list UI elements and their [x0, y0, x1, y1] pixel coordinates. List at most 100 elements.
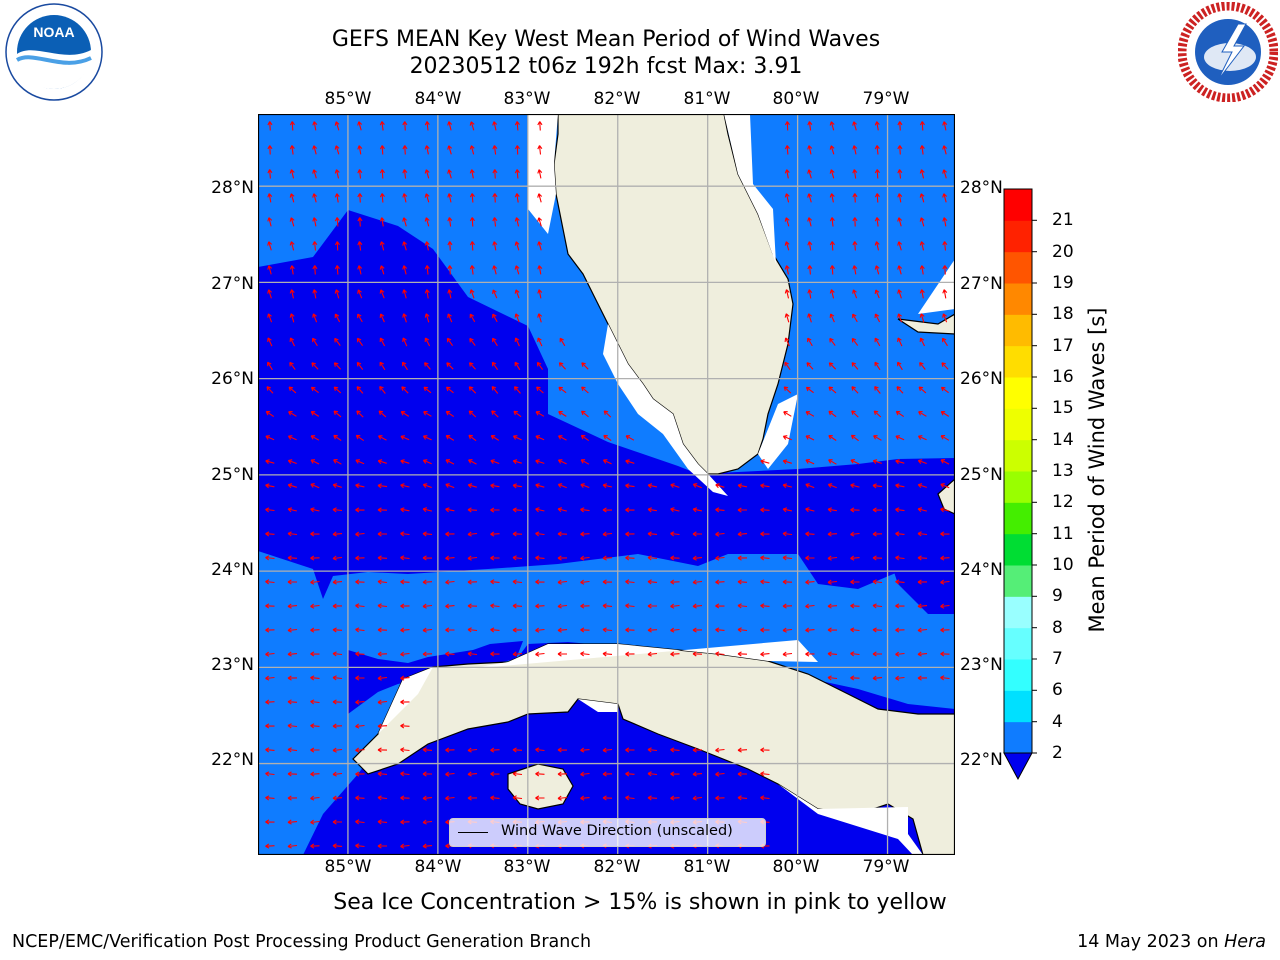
wind-wave-arrow — [334, 145, 340, 155]
wind-wave-arrow — [760, 651, 770, 657]
wind-wave-arrow — [265, 699, 275, 705]
wind-wave-arrow — [897, 217, 903, 227]
wind-wave-arrow — [355, 434, 365, 442]
wind-wave-arrow — [377, 603, 388, 609]
wind-wave-arrow — [355, 627, 365, 633]
colorbar-segment — [1004, 377, 1032, 409]
wind-wave-arrow — [760, 483, 770, 489]
wind-wave-arrow — [535, 411, 545, 417]
wind-wave-arrow — [807, 145, 813, 155]
land-masses — [352, 114, 955, 855]
wind-wave-arrow — [805, 627, 815, 633]
wind-wave-arrow — [535, 627, 545, 633]
wind-wave-arrow — [334, 265, 340, 275]
wind-wave-arrow — [537, 169, 543, 179]
wind-wave-arrow — [942, 241, 948, 251]
wind-wave-arrow — [491, 361, 499, 371]
isla-de-juventud-land — [507, 763, 574, 810]
wind-wave-arrow — [942, 193, 948, 203]
wind-wave-arrow — [872, 651, 882, 657]
wind-wave-arrow — [312, 241, 318, 251]
wind-wave-arrow — [332, 507, 343, 513]
wind-wave-arrow — [940, 627, 950, 633]
wind-wave-arrow — [580, 555, 590, 561]
wind-wave-arrow — [919, 313, 925, 323]
wind-wave-arrow — [807, 313, 812, 323]
wind-wave-arrow — [267, 121, 273, 131]
wind-wave-arrow — [310, 651, 320, 657]
footer-host: Hera — [1224, 932, 1266, 952]
wind-wave-arrow — [492, 337, 498, 347]
wind-wave-arrow — [581, 386, 589, 394]
wind-wave-arrow — [737, 507, 747, 513]
legend-line-sample — [458, 832, 488, 833]
wind-wave-arrow — [874, 385, 881, 394]
colorbar-tick-label: 12 — [1052, 492, 1074, 513]
wind-wave-arrow — [760, 795, 770, 801]
wind-wave-arrow — [897, 313, 903, 323]
right-latitude-axis: 28°N 27°N 26°N 25°N 24°N 23°N 22°N — [960, 0, 1020, 960]
colorbar-ticks: 2 4 6 7 8 9 10 11 12 13 14 15 16 17 18 19 20 21 — [1052, 0, 1092, 960]
wind-wave-arrow — [580, 434, 590, 442]
wind-wave-arrow — [400, 627, 410, 633]
colorbar-tick-label: 17 — [1052, 335, 1074, 356]
wind-wave-arrow — [332, 555, 343, 561]
map-subtitle: 20230512 t06z 192h fcst Max: 3.91 — [409, 54, 803, 79]
lon-tick-bottom-82: 82°W — [593, 857, 641, 877]
wind-wave-arrow — [917, 435, 927, 441]
wind-wave-arrow — [287, 819, 298, 825]
wind-wave-arrow — [919, 265, 925, 275]
map-border — [258, 114, 955, 855]
wind-wave-arrow — [357, 241, 363, 251]
wind-wave-arrow — [514, 121, 520, 131]
wind-wave-arrow — [805, 531, 815, 537]
lat-tick-left-28: 28°N — [211, 178, 254, 198]
wind-wave-arrow — [805, 579, 815, 585]
wind-wave-arrow — [355, 795, 365, 801]
wind-wave-arrow — [782, 603, 793, 609]
wind-wave-arrow — [469, 121, 475, 131]
wind-wave-arrow — [917, 651, 928, 657]
wind-wave-arrow — [289, 361, 296, 370]
lon-tick-top-81: 81°W — [683, 89, 731, 109]
wind-wave-arrow — [422, 459, 432, 465]
wind-wave-arrow — [602, 747, 613, 753]
colorbar-segment — [1004, 345, 1032, 378]
footer-date: 14 May 2023 on Hera — [1077, 932, 1266, 952]
lat-tick-right-28: 28°N — [960, 178, 1003, 198]
wind-wave-arrow — [490, 627, 500, 633]
wind-wave-arrow — [400, 723, 410, 729]
wind-wave-arrow — [829, 289, 835, 299]
wind-wave-arrow — [917, 555, 928, 561]
wind-wave-arrow — [940, 435, 950, 441]
map-panel[interactable] — [258, 114, 955, 855]
wind-wave-arrow — [265, 555, 275, 561]
lon-tick-bottom-79: 79°W — [862, 857, 910, 877]
wind-wave-arrow — [919, 241, 925, 251]
wind-wave-arrow — [784, 265, 790, 275]
wind-wave-arrow — [829, 337, 836, 346]
wind-wave-arrow — [784, 337, 790, 347]
wind-wave-arrow — [828, 459, 837, 465]
wind-wave-arrow — [310, 603, 320, 609]
colorbar-segment — [1004, 502, 1032, 535]
wind-wave-arrow — [400, 459, 410, 464]
wind-wave-arrow — [333, 434, 342, 442]
wind-wave-arrow — [402, 217, 407, 227]
wind-wave-arrow — [402, 337, 408, 347]
wind-wave-arrow — [289, 241, 295, 251]
wind-wave-arrow — [760, 531, 770, 537]
wind-wave-arrow — [580, 747, 590, 753]
wind-wave-arrow — [356, 386, 364, 394]
wind-wave-arrow — [512, 555, 523, 561]
lon-tick-bottom-83: 83°W — [503, 857, 551, 877]
wind-wave-arrow — [422, 795, 433, 801]
lat-tick-right-22: 22°N — [960, 750, 1003, 770]
wind-wave-arrow — [852, 193, 858, 203]
no-data-fringe — [378, 114, 955, 855]
wind-wave-arrow — [332, 651, 343, 657]
wind-wave-arrow — [265, 603, 275, 609]
colorbar-segment — [1004, 627, 1032, 660]
wind-wave-arrow — [332, 531, 343, 537]
wind-wave-arrow — [874, 361, 881, 371]
